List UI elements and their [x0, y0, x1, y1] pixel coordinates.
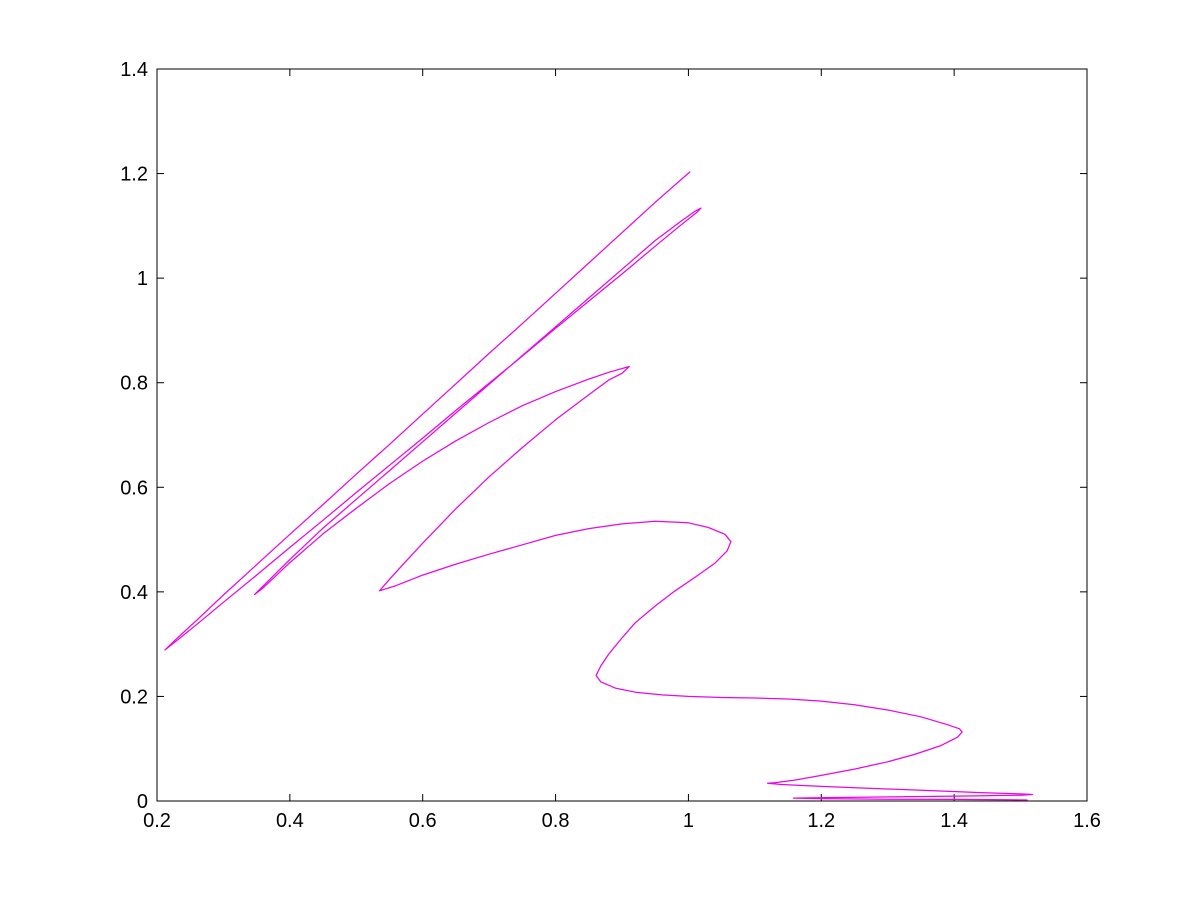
- series-line-magenta-trajectory: [164, 171, 1034, 801]
- y-tick-label: 0: [137, 791, 148, 813]
- x-tick-label: 0.2: [143, 810, 171, 832]
- y-tick-label: 1: [137, 268, 148, 290]
- plot-box: [156, 68, 1088, 802]
- x-tick-label: 0.8: [542, 810, 570, 832]
- x-tick-label: 0.4: [276, 810, 304, 832]
- y-tick-label: 0.4: [120, 582, 148, 604]
- series-layer: [164, 171, 1034, 801]
- y-tick-label: 0.6: [120, 477, 148, 499]
- x-tick-label: 1.6: [1073, 810, 1101, 832]
- x-tick-label: 1.4: [940, 810, 968, 832]
- y-tick-label: 0.2: [120, 686, 148, 708]
- axis-tick-labels: 0.2 0.4 0.6 0.8 1 1.2 1.4 1.600.20.40.60.811.21…: [120, 59, 1101, 832]
- y-tick-label: 1.2: [120, 164, 148, 186]
- axis-ticks: [156, 68, 1088, 802]
- x-tick-label: 1: [683, 810, 694, 832]
- x-tick-label: 1.2: [807, 810, 835, 832]
- y-tick-label: 1.4: [120, 59, 148, 81]
- x-tick-label: 0.6: [409, 810, 437, 832]
- y-tick-label: 0.8: [120, 373, 148, 395]
